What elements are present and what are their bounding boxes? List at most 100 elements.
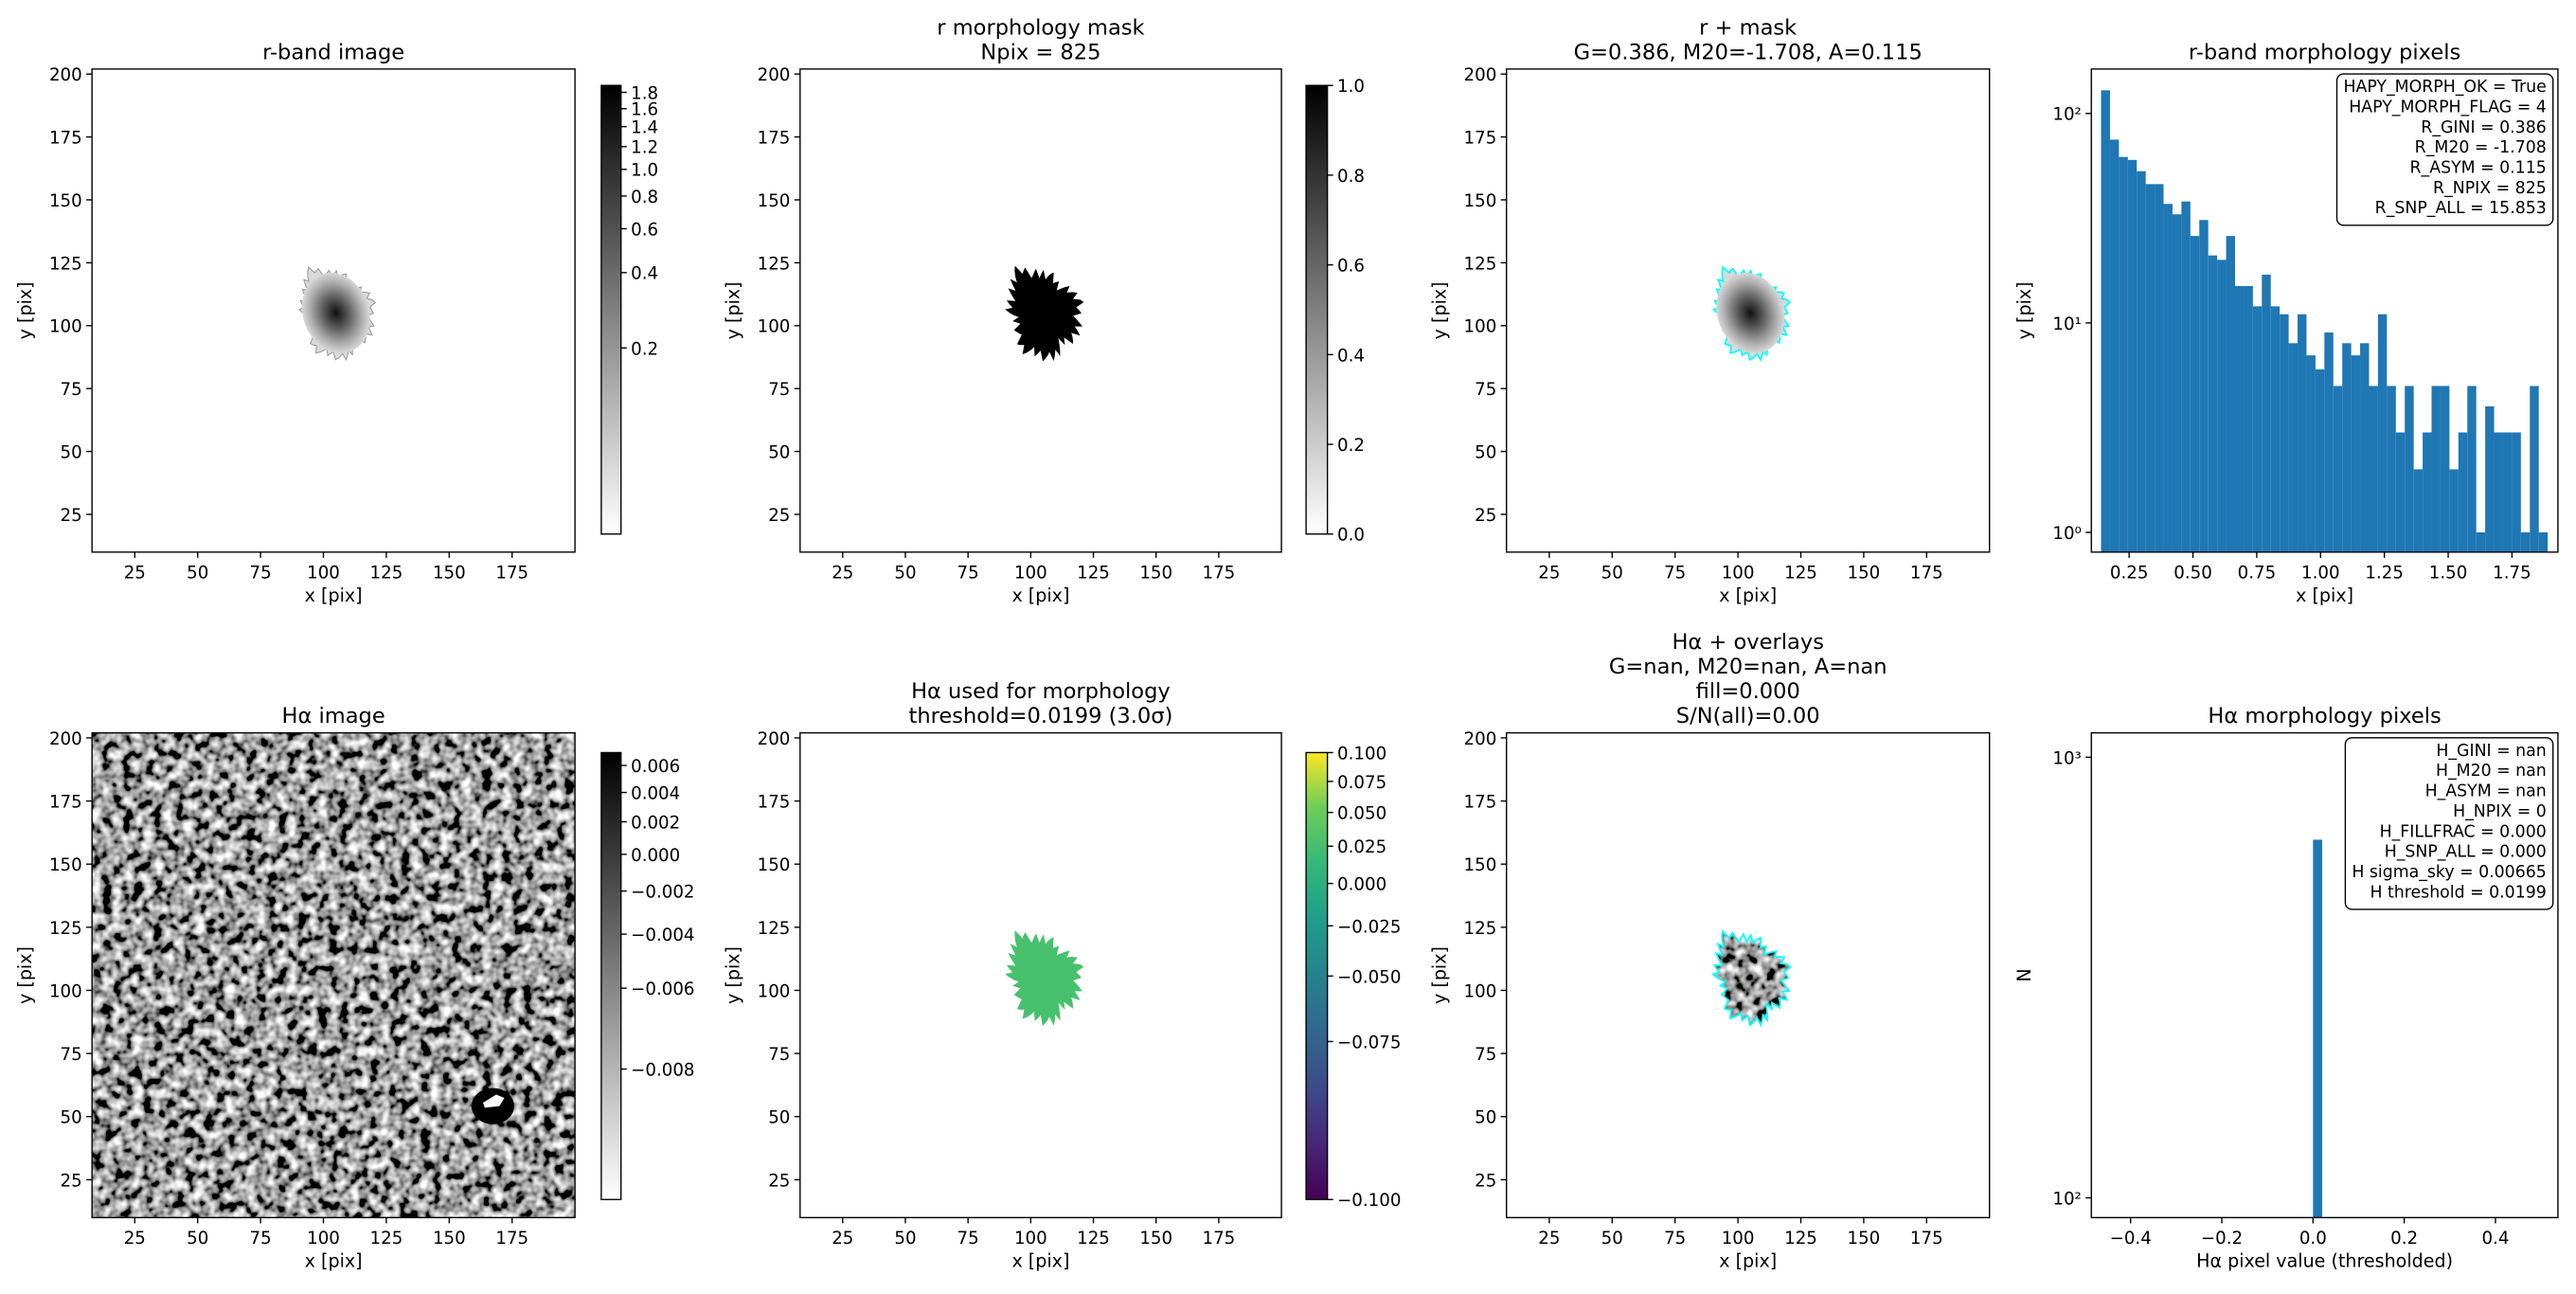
x-axis-label: x [pix] <box>1719 1250 1777 1271</box>
x-tick-label: 175 <box>1910 1229 1943 1249</box>
mask-region <box>1005 930 1084 1027</box>
chart-title: Hα used for morphology <box>911 679 1171 704</box>
x-tick-label: 50 <box>894 564 916 584</box>
stats-line: R_GINI = 0.386 <box>2421 118 2546 137</box>
x-tick-label: 125 <box>370 1229 403 1249</box>
colorbar-tick-label: 0.6 <box>631 220 658 240</box>
y-tick-label: 10⁰ <box>2052 524 2081 544</box>
axes-frame <box>799 731 1282 1219</box>
y-tick-label: 50 <box>61 1108 82 1128</box>
colorbar <box>600 751 622 1200</box>
axes-frame <box>799 68 1282 553</box>
source-core <box>301 272 370 353</box>
x-tick-label: 100 <box>1722 564 1755 584</box>
x-tick-label: 150 <box>1139 1229 1172 1249</box>
hist-bar <box>2502 432 2513 552</box>
image-content <box>92 732 576 1218</box>
hist-bar <box>2145 184 2156 552</box>
y-tick-label: 50 <box>768 1108 790 1128</box>
hist-bar <box>2262 274 2271 552</box>
image-content <box>297 266 376 362</box>
image-content <box>1005 930 1084 1027</box>
y-tick-label: 200 <box>49 729 82 749</box>
x-tick-label: 175 <box>1203 1229 1236 1249</box>
hist-bar <box>2431 386 2441 552</box>
y-tick-label: 10² <box>2052 1189 2081 1209</box>
y-tick-label: 125 <box>1464 919 1497 939</box>
colorbar-tick-label: −0.025 <box>1337 917 1401 937</box>
y-tick-label: 100 <box>1464 317 1497 337</box>
stats-line: H_SNP_ALL = 0.000 <box>2385 843 2547 862</box>
hist-bar <box>2155 184 2164 552</box>
y-tick-label: 175 <box>1464 793 1497 813</box>
colorbar-tick-label: 0.002 <box>631 814 680 834</box>
y-tick-label: 10³ <box>2052 748 2081 768</box>
x-tick-label: 1.50 <box>2429 564 2468 584</box>
x-tick-label: 50 <box>1601 564 1623 584</box>
chart-title: S/N(all)=0.00 <box>1676 704 1820 728</box>
chart-title: fill=0.000 <box>1696 679 1800 704</box>
x-tick-label: 75 <box>250 564 272 584</box>
y-tick-label: 125 <box>49 919 82 939</box>
x-tick-label: 50 <box>187 1229 208 1249</box>
hist-bar <box>2520 531 2531 552</box>
x-tick-label: 0.25 <box>2110 564 2149 584</box>
x-tick-label: 75 <box>250 1229 272 1249</box>
y-tick-label: 25 <box>61 506 82 526</box>
colorbar-tick-label: 0.004 <box>631 783 680 803</box>
y-tick-label: 100 <box>49 981 82 1001</box>
hist-bar <box>2485 405 2495 552</box>
x-axis-label: x [pix] <box>305 585 363 606</box>
x-axis-label: x [pix] <box>1011 585 1069 606</box>
y-tick-label: 125 <box>49 254 82 274</box>
hist-bar <box>2324 332 2334 552</box>
y-axis-label: y [pix] <box>2014 281 2035 339</box>
colorbar-tick-label: 0.050 <box>1337 804 1386 824</box>
colorbar-tick-label: 1.2 <box>631 138 658 158</box>
colorbar-tick-label: 1.8 <box>631 83 658 103</box>
chart-title: G=nan, M20=nan, A=nan <box>1609 655 1887 679</box>
x-axis-label: x [pix] <box>1011 1250 1069 1271</box>
x-tick-label: 150 <box>1848 564 1881 584</box>
axes-frame <box>91 731 576 1219</box>
y-axis-label: y [pix] <box>15 281 36 339</box>
y-tick-label: 100 <box>758 317 791 337</box>
x-tick-label: 1.25 <box>2365 564 2404 584</box>
y-tick-label: 125 <box>758 254 791 274</box>
hist-bar <box>2449 469 2459 552</box>
hist-bar <box>2109 139 2120 552</box>
stats-line: H sigma_sky = 0.00665 <box>2352 863 2546 882</box>
stats-line: R_NPIX = 825 <box>2433 179 2547 198</box>
hist-bar <box>2458 432 2468 552</box>
hist-bar <box>2163 204 2173 552</box>
x-tick-label: 150 <box>1848 1229 1881 1249</box>
y-tick-label: 125 <box>758 919 791 939</box>
colorbar-tick-label: 0.006 <box>631 757 680 777</box>
x-tick-label: 175 <box>495 1229 528 1249</box>
hist-bar <box>2244 285 2253 552</box>
colorbar-tick-label: 0.8 <box>631 188 658 207</box>
hist-bar <box>2270 306 2281 552</box>
x-tick-label: 100 <box>307 1229 340 1249</box>
stats-line: R_SNP_ALL = 15.853 <box>2375 199 2547 218</box>
hist-bar <box>2172 214 2182 552</box>
y-tick-label: 175 <box>758 793 791 813</box>
x-tick-label: 25 <box>124 564 146 584</box>
y-tick-label: 175 <box>1464 129 1497 149</box>
chart-title: Hα image <box>282 704 385 728</box>
hist-bar <box>2395 432 2406 552</box>
hist-bar <box>2476 531 2486 552</box>
chart-title: Npix = 825 <box>980 40 1100 64</box>
y-tick-label: 75 <box>768 380 790 400</box>
y-tick-label: 175 <box>49 793 82 813</box>
x-tick-label: 0.2 <box>2390 1229 2418 1249</box>
stats-line: H threshold = 0.0199 <box>2370 883 2546 902</box>
x-tick-label: 100 <box>1014 1229 1047 1249</box>
hist-bar <box>2494 432 2503 552</box>
y-tick-label: 50 <box>768 443 790 463</box>
chart-title: r + mask <box>1699 15 1797 40</box>
colorbar <box>600 84 622 535</box>
x-tick-label: 75 <box>957 564 979 584</box>
x-axis-label: x [pix] <box>305 1250 363 1271</box>
